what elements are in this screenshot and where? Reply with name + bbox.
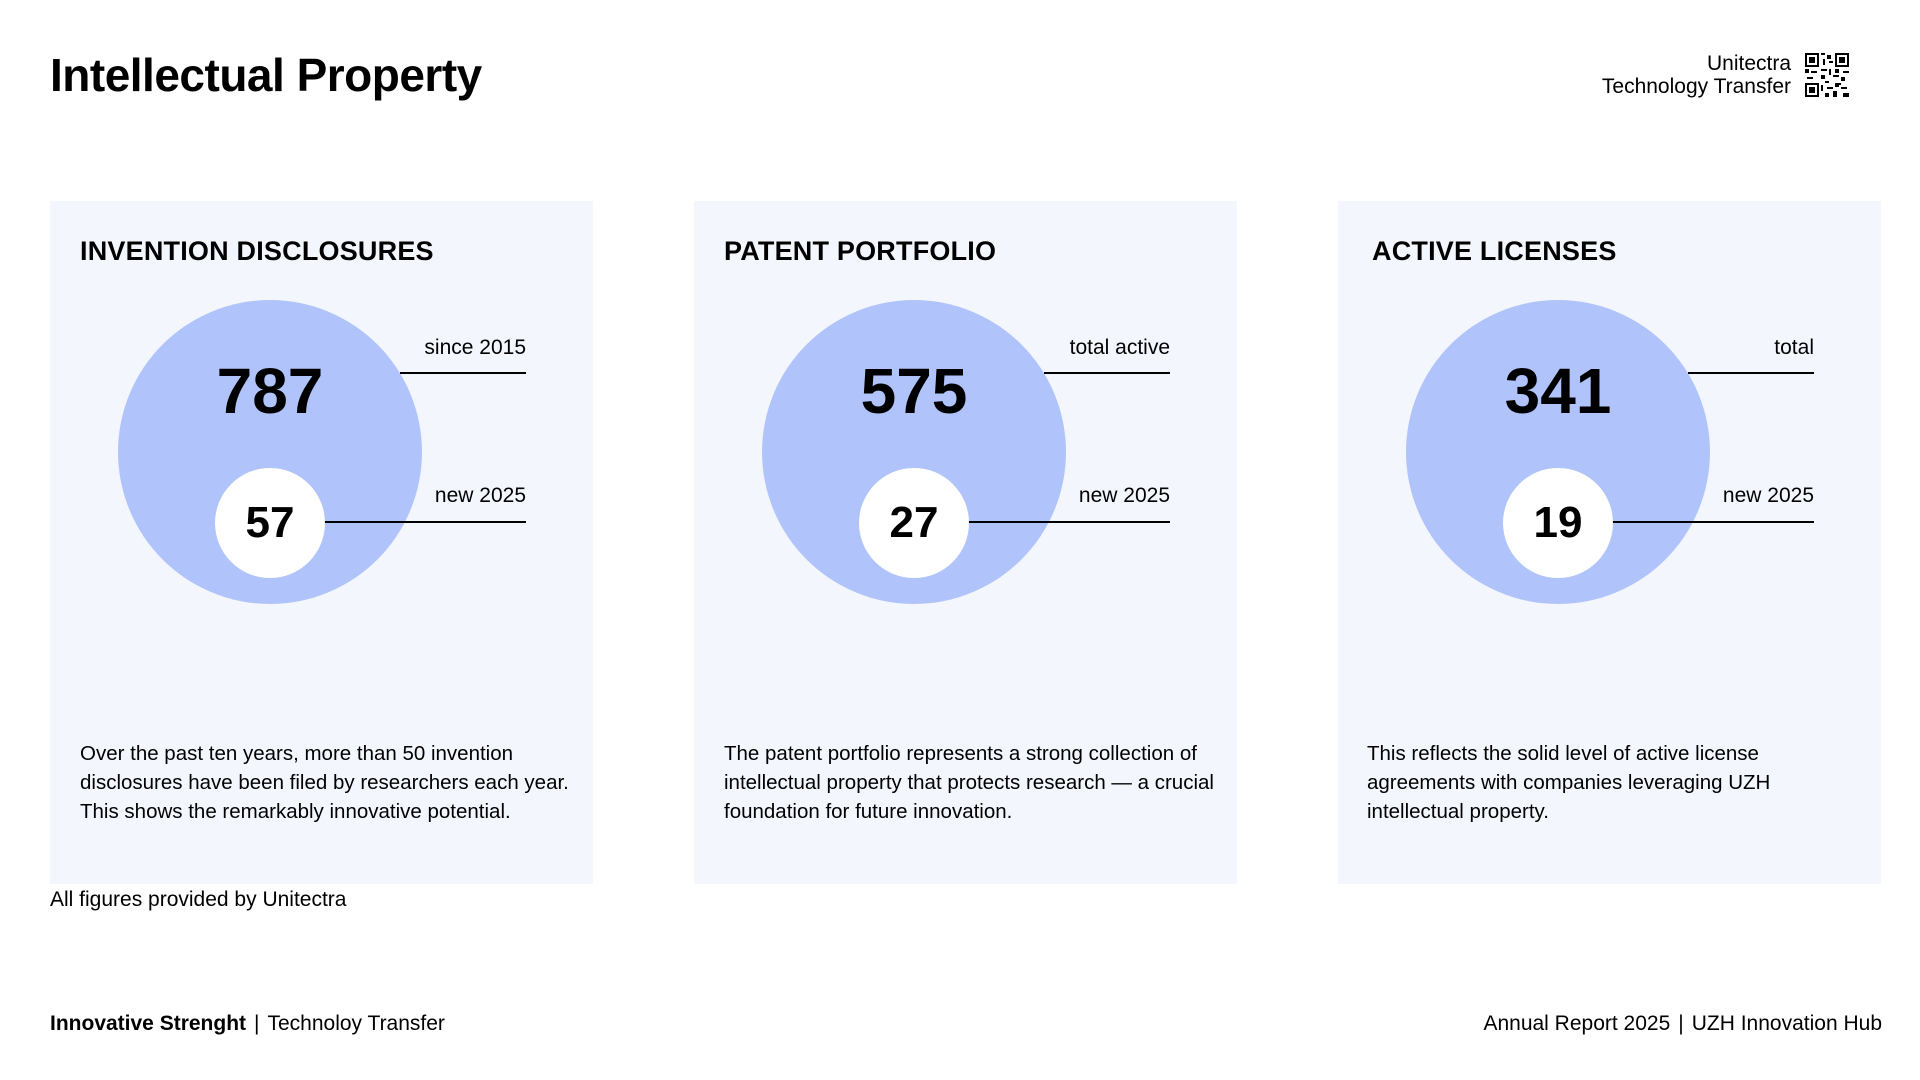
total-label: total active (1069, 336, 1170, 359)
source-note: All figures provided by Unitectra (50, 888, 347, 911)
total-label: total (1774, 336, 1814, 359)
brand-text: Unitectra Technology Transfer (1602, 52, 1791, 98)
card-active-licenses: ACTIVE LICENSES 341 19 total new 2025 Th… (1338, 201, 1881, 884)
total-value: 575 (860, 355, 968, 427)
qr-code-icon (1805, 53, 1849, 97)
new-circle (859, 468, 969, 578)
card-invention-disclosures: INVENTION DISCLOSURES 787 57 since 2015 … (50, 201, 593, 884)
card-title: INVENTION DISCLOSURES (80, 236, 434, 266)
leader-line-new (967, 521, 1170, 523)
card-description: The patent portfolio represents a strong… (724, 742, 1214, 823)
new-circle (1503, 468, 1613, 578)
new-value: 19 (1533, 498, 1583, 547)
total-value: 341 (1504, 355, 1612, 427)
footer-organization: UZH Innovation Hub (1691, 1012, 1882, 1035)
leader-line-new (1611, 521, 1814, 523)
footer-left: Innovative Strenght | Technoloy Transfer (50, 1012, 445, 1036)
leader-line-total (1044, 372, 1170, 374)
brand-block: Unitectra Technology Transfer (1602, 52, 1849, 98)
new-value: 57 (245, 498, 295, 547)
page-title: Intellectual Property (50, 49, 482, 101)
bubble-graphic: 787 57 since 2015 new 2025 (50, 201, 593, 884)
new-label: new 2025 (1078, 484, 1170, 507)
card-patent-portfolio: PATENT PORTFOLIO 575 27 total active new… (694, 201, 1237, 884)
footer-section-subtitle: Technoloy Transfer (267, 1012, 445, 1035)
bubble-graphic: 575 27 total active new 2025 (694, 201, 1237, 884)
footer-report-name: Annual Report 2025 (1483, 1012, 1671, 1035)
footer-right: Annual Report 2025 | UZH Innovation Hub (1483, 1012, 1882, 1036)
bubble-graphic: 341 19 total new 2025 (1338, 201, 1881, 884)
new-label: new 2025 (434, 484, 526, 507)
footer-separator: | (1678, 1012, 1684, 1035)
footer-separator: | (254, 1012, 260, 1035)
brand-subtitle: Technology Transfer (1601, 75, 1791, 98)
new-circle (215, 468, 325, 578)
brand-name: Unitectra (1706, 52, 1791, 75)
new-label: new 2025 (1722, 484, 1814, 507)
card-description: Over the past ten years, more than 50 in… (80, 742, 569, 823)
card-title: PATENT PORTFOLIO (724, 236, 997, 266)
total-value: 787 (216, 355, 324, 427)
leader-line-total (1688, 372, 1814, 374)
leader-line-total (400, 372, 526, 374)
leader-line-new (323, 521, 526, 523)
card-title: ACTIVE LICENSES (1372, 236, 1617, 266)
new-value: 27 (889, 498, 939, 547)
footer-section-title: Innovative Strenght (50, 1012, 247, 1035)
card-description: This reflects the solid level of active … (1367, 742, 1771, 823)
total-label: since 2015 (424, 336, 526, 359)
